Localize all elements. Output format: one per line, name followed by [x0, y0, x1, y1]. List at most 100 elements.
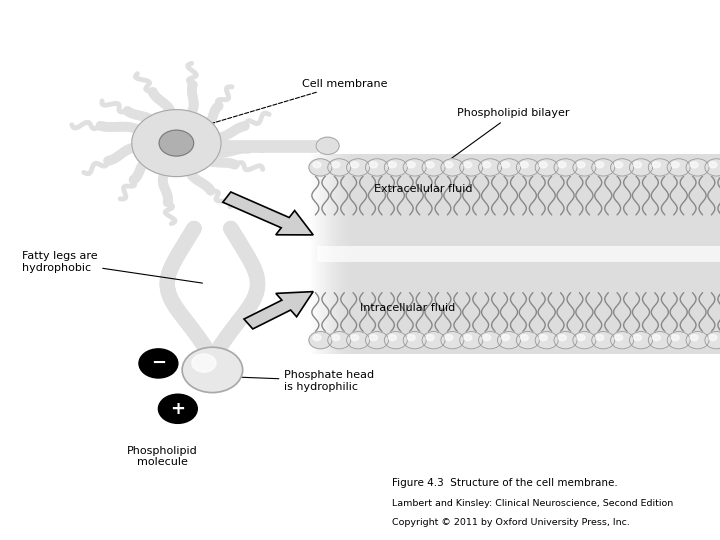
Circle shape: [384, 332, 408, 349]
Circle shape: [634, 335, 642, 341]
Circle shape: [158, 394, 197, 423]
Circle shape: [346, 159, 369, 176]
Circle shape: [667, 159, 690, 176]
Bar: [338, 154, 720, 354]
Circle shape: [464, 162, 472, 168]
Circle shape: [445, 335, 453, 341]
Circle shape: [516, 159, 539, 176]
Circle shape: [464, 335, 472, 341]
Circle shape: [313, 162, 321, 168]
Circle shape: [332, 162, 340, 168]
Bar: [318, 154, 720, 354]
Text: +: +: [171, 400, 185, 418]
Circle shape: [139, 349, 178, 378]
Circle shape: [629, 332, 652, 349]
FancyArrow shape: [244, 292, 313, 329]
Text: Figure 4.3  Structure of the cell membrane.: Figure 4.3 Structure of the cell membran…: [392, 478, 618, 488]
Circle shape: [441, 159, 464, 176]
Text: Phosphate head
is hydrophilic: Phosphate head is hydrophilic: [230, 370, 374, 392]
Circle shape: [346, 332, 369, 349]
Bar: [327, 154, 720, 354]
Circle shape: [498, 159, 521, 176]
Circle shape: [671, 335, 679, 341]
Circle shape: [309, 159, 332, 176]
Bar: [342, 154, 720, 354]
Bar: [340, 154, 720, 354]
Circle shape: [460, 332, 483, 349]
Circle shape: [648, 332, 671, 349]
Circle shape: [611, 332, 634, 349]
Circle shape: [516, 332, 539, 349]
Bar: [310, 154, 720, 354]
Circle shape: [351, 162, 359, 168]
Circle shape: [595, 162, 604, 168]
Bar: [316, 154, 720, 354]
Circle shape: [388, 335, 397, 341]
Bar: [331, 154, 720, 354]
Circle shape: [648, 159, 671, 176]
Text: Intracellular fluid: Intracellular fluid: [360, 303, 455, 313]
Circle shape: [479, 332, 502, 349]
Circle shape: [671, 162, 679, 168]
Circle shape: [316, 137, 339, 154]
Circle shape: [426, 162, 434, 168]
Circle shape: [554, 159, 577, 176]
Circle shape: [558, 335, 566, 341]
Circle shape: [690, 335, 698, 341]
Circle shape: [615, 335, 623, 341]
Bar: [323, 154, 720, 354]
Circle shape: [332, 335, 340, 341]
Circle shape: [498, 332, 521, 349]
Circle shape: [595, 335, 604, 341]
Bar: [348, 154, 720, 354]
Circle shape: [479, 159, 502, 176]
Bar: [329, 154, 720, 354]
Circle shape: [502, 335, 510, 341]
Circle shape: [539, 162, 547, 168]
FancyArrow shape: [222, 192, 313, 235]
Circle shape: [554, 332, 577, 349]
Text: −: −: [150, 354, 166, 373]
Circle shape: [426, 335, 434, 341]
Circle shape: [132, 110, 221, 177]
Circle shape: [705, 332, 720, 349]
Circle shape: [521, 162, 528, 168]
Circle shape: [592, 159, 615, 176]
Circle shape: [182, 347, 243, 393]
Circle shape: [408, 335, 415, 341]
Circle shape: [369, 335, 377, 341]
Bar: [351, 154, 720, 354]
Text: Cell membrane: Cell membrane: [194, 79, 388, 129]
Circle shape: [460, 159, 483, 176]
Circle shape: [384, 159, 408, 176]
Circle shape: [403, 159, 426, 176]
Circle shape: [422, 332, 445, 349]
Bar: [312, 154, 720, 354]
Circle shape: [422, 159, 445, 176]
Circle shape: [709, 162, 717, 168]
Circle shape: [686, 332, 709, 349]
Circle shape: [366, 159, 389, 176]
Bar: [325, 154, 720, 354]
Circle shape: [388, 162, 397, 168]
Circle shape: [577, 335, 585, 341]
Circle shape: [709, 335, 717, 341]
Circle shape: [539, 335, 547, 341]
Circle shape: [535, 159, 558, 176]
Circle shape: [445, 162, 453, 168]
Bar: [333, 154, 720, 354]
Circle shape: [667, 332, 690, 349]
Circle shape: [577, 162, 585, 168]
Circle shape: [573, 159, 596, 176]
Circle shape: [369, 162, 377, 168]
Circle shape: [652, 335, 660, 341]
Circle shape: [611, 159, 634, 176]
Bar: [336, 154, 720, 354]
Circle shape: [482, 162, 491, 168]
Circle shape: [313, 335, 321, 341]
Circle shape: [535, 332, 558, 349]
Circle shape: [705, 159, 720, 176]
Circle shape: [366, 332, 389, 349]
Text: Phospholipid bilayer: Phospholipid bilayer: [449, 109, 570, 160]
Circle shape: [328, 332, 351, 349]
